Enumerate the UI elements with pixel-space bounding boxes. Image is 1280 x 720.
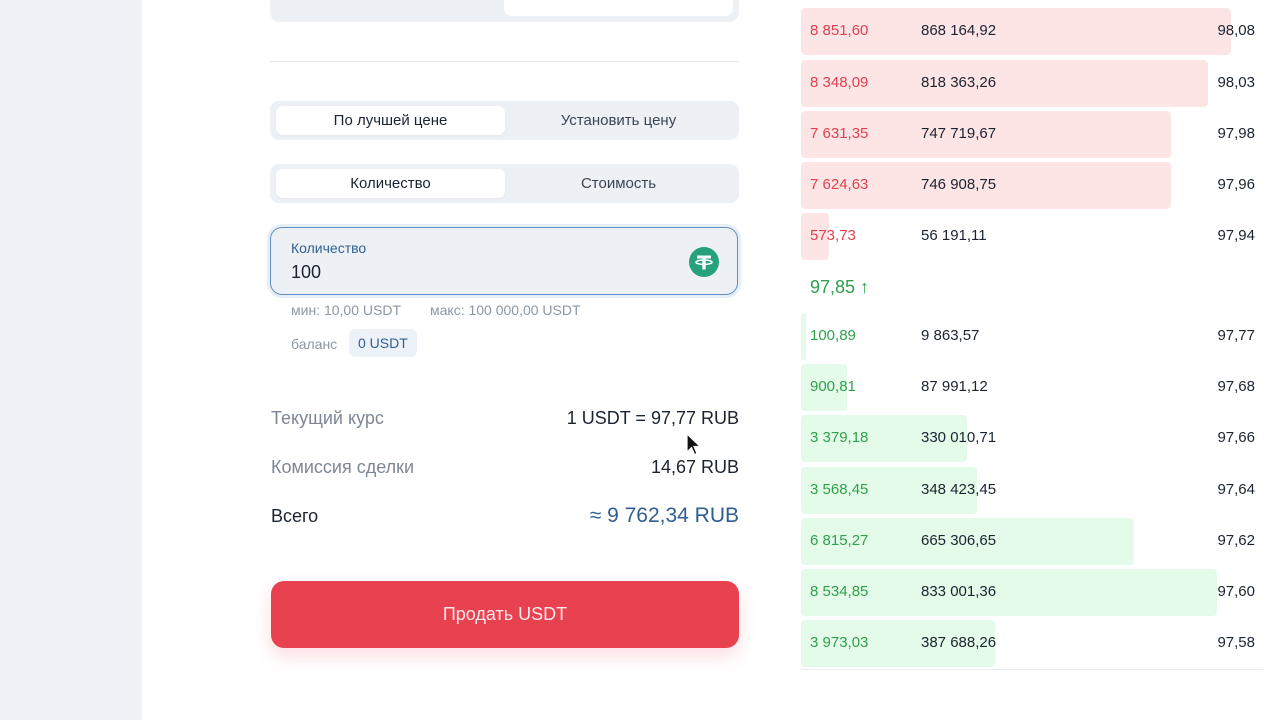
bid-total: 833 001,36 [921,583,997,600]
ask-amount: 573,73 [810,227,856,244]
bid-amount: 6 815,27 [810,532,869,549]
depth-bar [801,415,967,462]
depth-bar [801,569,1217,616]
ask-total: 868 164,92 [921,22,997,39]
bid-row[interactable]: 3 379,18 330 010,71 97,66 [801,415,1263,462]
bid-row[interactable]: 100,89 9 863,57 97,77 [801,313,1263,360]
depth-bar [801,111,1171,158]
ask-row[interactable]: 573,73 56 191,11 97,94 [801,213,1263,260]
ask-row[interactable]: 7 631,35 747 719,67 97,98 [801,111,1263,158]
bid-row[interactable]: 3 568,45 348 423,45 97,64 [801,467,1263,514]
bid-total: 665 306,65 [921,532,997,549]
min-limit: мин: 10,00 USDT [291,302,401,318]
bid-amount: 900,81 [810,378,856,395]
bid-price: 97,60 [1217,583,1255,600]
bid-row[interactable]: 8 534,85 833 001,36 97,60 [801,569,1263,616]
bid-price: 97,58 [1217,634,1255,651]
ask-row[interactable]: 7 624,63 746 908,75 97,96 [801,162,1263,209]
bid-row[interactable]: 6 815,27 665 306,65 97,62 [801,518,1263,565]
input-mode-switch: Количество Стоимость [270,164,739,203]
bid-price: 97,66 [1217,429,1255,446]
depth-bar [801,364,847,411]
ask-row[interactable]: 8 348,09 818 363,26 98,03 [801,60,1263,107]
depth-bar [801,518,1134,565]
balance-label: баланс [291,336,338,352]
depth-bar [801,60,1208,107]
mouse-cursor-icon [686,432,702,462]
bid-amount: 3 973,03 [810,634,869,651]
fee-label: Комиссия сделки [271,457,415,477]
bid-amount: 100,89 [810,327,856,344]
ask-price: 98,03 [1217,74,1255,91]
quantity-input[interactable] [291,262,671,283]
ask-price: 97,98 [1217,125,1255,142]
tether-usdt-icon [689,247,719,277]
ask-total: 56 191,11 [921,227,987,244]
bid-amount: 3 379,18 [810,429,869,446]
bid-price: 97,62 [1217,532,1255,549]
ask-price: 97,96 [1217,176,1255,193]
tab-quantity[interactable]: Количество [276,169,505,198]
ask-price: 97,94 [1217,227,1255,244]
divider [270,61,739,62]
depth-bar [801,162,1171,209]
mid-price: 97,85 ↑ [810,277,870,297]
tab-best-price[interactable]: По лучшей цене [276,106,505,135]
bid-amount: 3 568,45 [810,481,869,498]
bid-total: 330 010,71 [921,429,997,446]
bid-total: 9 863,57 [921,327,980,344]
depth-bar [801,213,829,260]
segmented-control-top [270,0,739,22]
quantity-label: Количество [291,240,367,256]
bid-price: 97,77 [1217,327,1255,344]
bid-amount: 8 534,85 [810,583,869,600]
sell-usdt-button[interactable]: Продать USDT [271,581,739,648]
tab-cost[interactable]: Стоимость [580,175,657,192]
bid-price: 97,68 [1217,378,1255,395]
quantity-field[interactable]: Количество [270,227,738,295]
bid-row[interactable]: 3 973,03 387 688,26 97,58 [801,620,1263,667]
tab-set-price[interactable]: Установить цену [560,112,677,129]
bid-price: 97,64 [1217,481,1255,498]
total-value: ≈ 9 762,34 RUB [589,504,739,527]
fee-value: 14,67 RUB [650,457,739,477]
depth-bar [801,620,995,667]
ask-total: 746 908,75 [921,176,997,193]
ask-amount: 8 851,60 [810,22,869,39]
bid-total: 387 688,26 [921,634,997,651]
ask-row[interactable]: 8 851,60 868 164,92 98,08 [801,8,1263,55]
ask-amount: 7 631,35 [810,125,869,142]
depth-bar [801,8,1231,55]
ask-amount: 7 624,63 [810,176,869,193]
ask-total: 747 719,67 [921,125,997,142]
order-type-switch: По лучшей цене Установить цену [270,101,739,140]
depth-bar [801,467,977,514]
max-limit: макс: 100 000,00 USDT [430,302,581,318]
depth-bar [801,313,806,360]
rate-label: Текущий курс [271,408,384,428]
bid-total: 87 991,12 [921,378,988,395]
bid-row[interactable]: 900,81 87 991,12 97,68 [801,364,1263,411]
balance-value[interactable]: 0 USDT [349,329,417,357]
ask-amount: 8 348,09 [810,74,869,91]
order-book-bottom-border [801,669,1263,670]
rate-value: 1 USDT = 97,77 RUB [566,408,739,428]
ask-total: 818 363,26 [921,74,997,91]
total-label: Всего [271,506,319,526]
bid-total: 348 423,45 [921,481,997,498]
ask-price: 98,08 [1217,22,1255,39]
